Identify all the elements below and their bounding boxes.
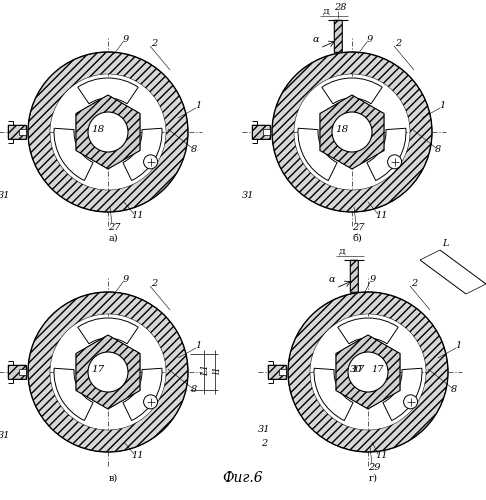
Text: 8: 8 bbox=[191, 386, 197, 394]
Text: 9: 9 bbox=[123, 274, 129, 283]
Bar bbox=[263, 129, 270, 135]
Wedge shape bbox=[54, 128, 93, 180]
Bar bbox=[8, 125, 26, 139]
Bar bbox=[334, 20, 342, 52]
Text: 1: 1 bbox=[195, 342, 201, 350]
Text: 30: 30 bbox=[350, 366, 362, 374]
Text: 31: 31 bbox=[0, 432, 10, 440]
Text: 11: 11 bbox=[132, 212, 144, 220]
Text: 29: 29 bbox=[368, 462, 380, 471]
Bar bbox=[334, 20, 342, 52]
Text: 1: 1 bbox=[455, 342, 461, 350]
Wedge shape bbox=[298, 128, 337, 180]
Polygon shape bbox=[76, 95, 140, 169]
Text: 17: 17 bbox=[372, 366, 384, 374]
Text: 9: 9 bbox=[123, 34, 129, 43]
Wedge shape bbox=[78, 318, 138, 344]
Text: 8: 8 bbox=[191, 146, 197, 154]
Text: l1: l1 bbox=[212, 366, 222, 374]
Text: 17: 17 bbox=[351, 366, 364, 374]
Text: L1: L1 bbox=[202, 364, 210, 376]
Bar bbox=[8, 125, 26, 139]
Bar bbox=[268, 365, 286, 379]
Wedge shape bbox=[28, 52, 188, 212]
Text: 2: 2 bbox=[151, 40, 157, 48]
Text: 9: 9 bbox=[367, 34, 373, 43]
Text: 1: 1 bbox=[439, 102, 445, 110]
Text: 8: 8 bbox=[435, 146, 441, 154]
Text: 2: 2 bbox=[395, 40, 401, 48]
Text: б): б) bbox=[352, 234, 362, 242]
Text: 31: 31 bbox=[242, 192, 254, 200]
Wedge shape bbox=[123, 128, 162, 180]
Bar bbox=[350, 260, 358, 292]
Circle shape bbox=[143, 395, 157, 409]
Text: 2: 2 bbox=[261, 440, 267, 448]
Wedge shape bbox=[288, 292, 448, 452]
Circle shape bbox=[403, 395, 417, 409]
Text: г): г) bbox=[368, 474, 378, 482]
Wedge shape bbox=[78, 78, 138, 104]
Text: Д: Д bbox=[323, 8, 330, 16]
Text: 8: 8 bbox=[451, 386, 457, 394]
Circle shape bbox=[143, 155, 157, 169]
Text: 18: 18 bbox=[91, 126, 104, 134]
Wedge shape bbox=[314, 368, 353, 420]
Circle shape bbox=[348, 352, 388, 392]
Bar bbox=[8, 365, 26, 379]
Text: 18: 18 bbox=[335, 126, 348, 134]
Text: α: α bbox=[312, 36, 319, 44]
Bar bbox=[252, 125, 270, 139]
Text: L: L bbox=[442, 240, 448, 248]
Text: α: α bbox=[329, 276, 335, 284]
Text: Фиг.6: Фиг.6 bbox=[223, 471, 263, 485]
Text: 2: 2 bbox=[151, 280, 157, 288]
Text: 11: 11 bbox=[132, 452, 144, 460]
Wedge shape bbox=[28, 292, 188, 452]
Wedge shape bbox=[322, 78, 382, 104]
Bar bbox=[350, 260, 358, 292]
Text: 9: 9 bbox=[370, 274, 376, 283]
Bar bbox=[279, 369, 286, 375]
Text: 11: 11 bbox=[376, 452, 388, 460]
Text: 27: 27 bbox=[108, 222, 120, 232]
Wedge shape bbox=[367, 128, 406, 180]
Bar bbox=[268, 365, 286, 379]
Wedge shape bbox=[54, 368, 93, 420]
Text: 17: 17 bbox=[91, 366, 104, 374]
Wedge shape bbox=[383, 368, 422, 420]
Bar bbox=[19, 369, 26, 375]
Polygon shape bbox=[336, 335, 400, 409]
Circle shape bbox=[388, 155, 401, 169]
Text: 27: 27 bbox=[352, 222, 364, 232]
Polygon shape bbox=[76, 335, 140, 409]
Text: 28: 28 bbox=[334, 4, 346, 13]
Bar bbox=[19, 129, 26, 135]
Text: а): а) bbox=[108, 234, 118, 242]
Bar bbox=[8, 365, 26, 379]
Wedge shape bbox=[123, 368, 162, 420]
Wedge shape bbox=[272, 52, 432, 212]
Text: 31: 31 bbox=[258, 426, 270, 434]
Circle shape bbox=[88, 352, 128, 392]
Text: 31: 31 bbox=[0, 192, 10, 200]
Polygon shape bbox=[320, 95, 384, 169]
Circle shape bbox=[332, 112, 372, 152]
Wedge shape bbox=[338, 318, 398, 344]
Text: в): в) bbox=[108, 474, 118, 482]
Text: Д: Д bbox=[339, 248, 346, 256]
Circle shape bbox=[88, 112, 128, 152]
Bar bbox=[252, 125, 270, 139]
Text: 1: 1 bbox=[195, 102, 201, 110]
Text: 11: 11 bbox=[376, 212, 388, 220]
Text: 2: 2 bbox=[411, 280, 417, 288]
